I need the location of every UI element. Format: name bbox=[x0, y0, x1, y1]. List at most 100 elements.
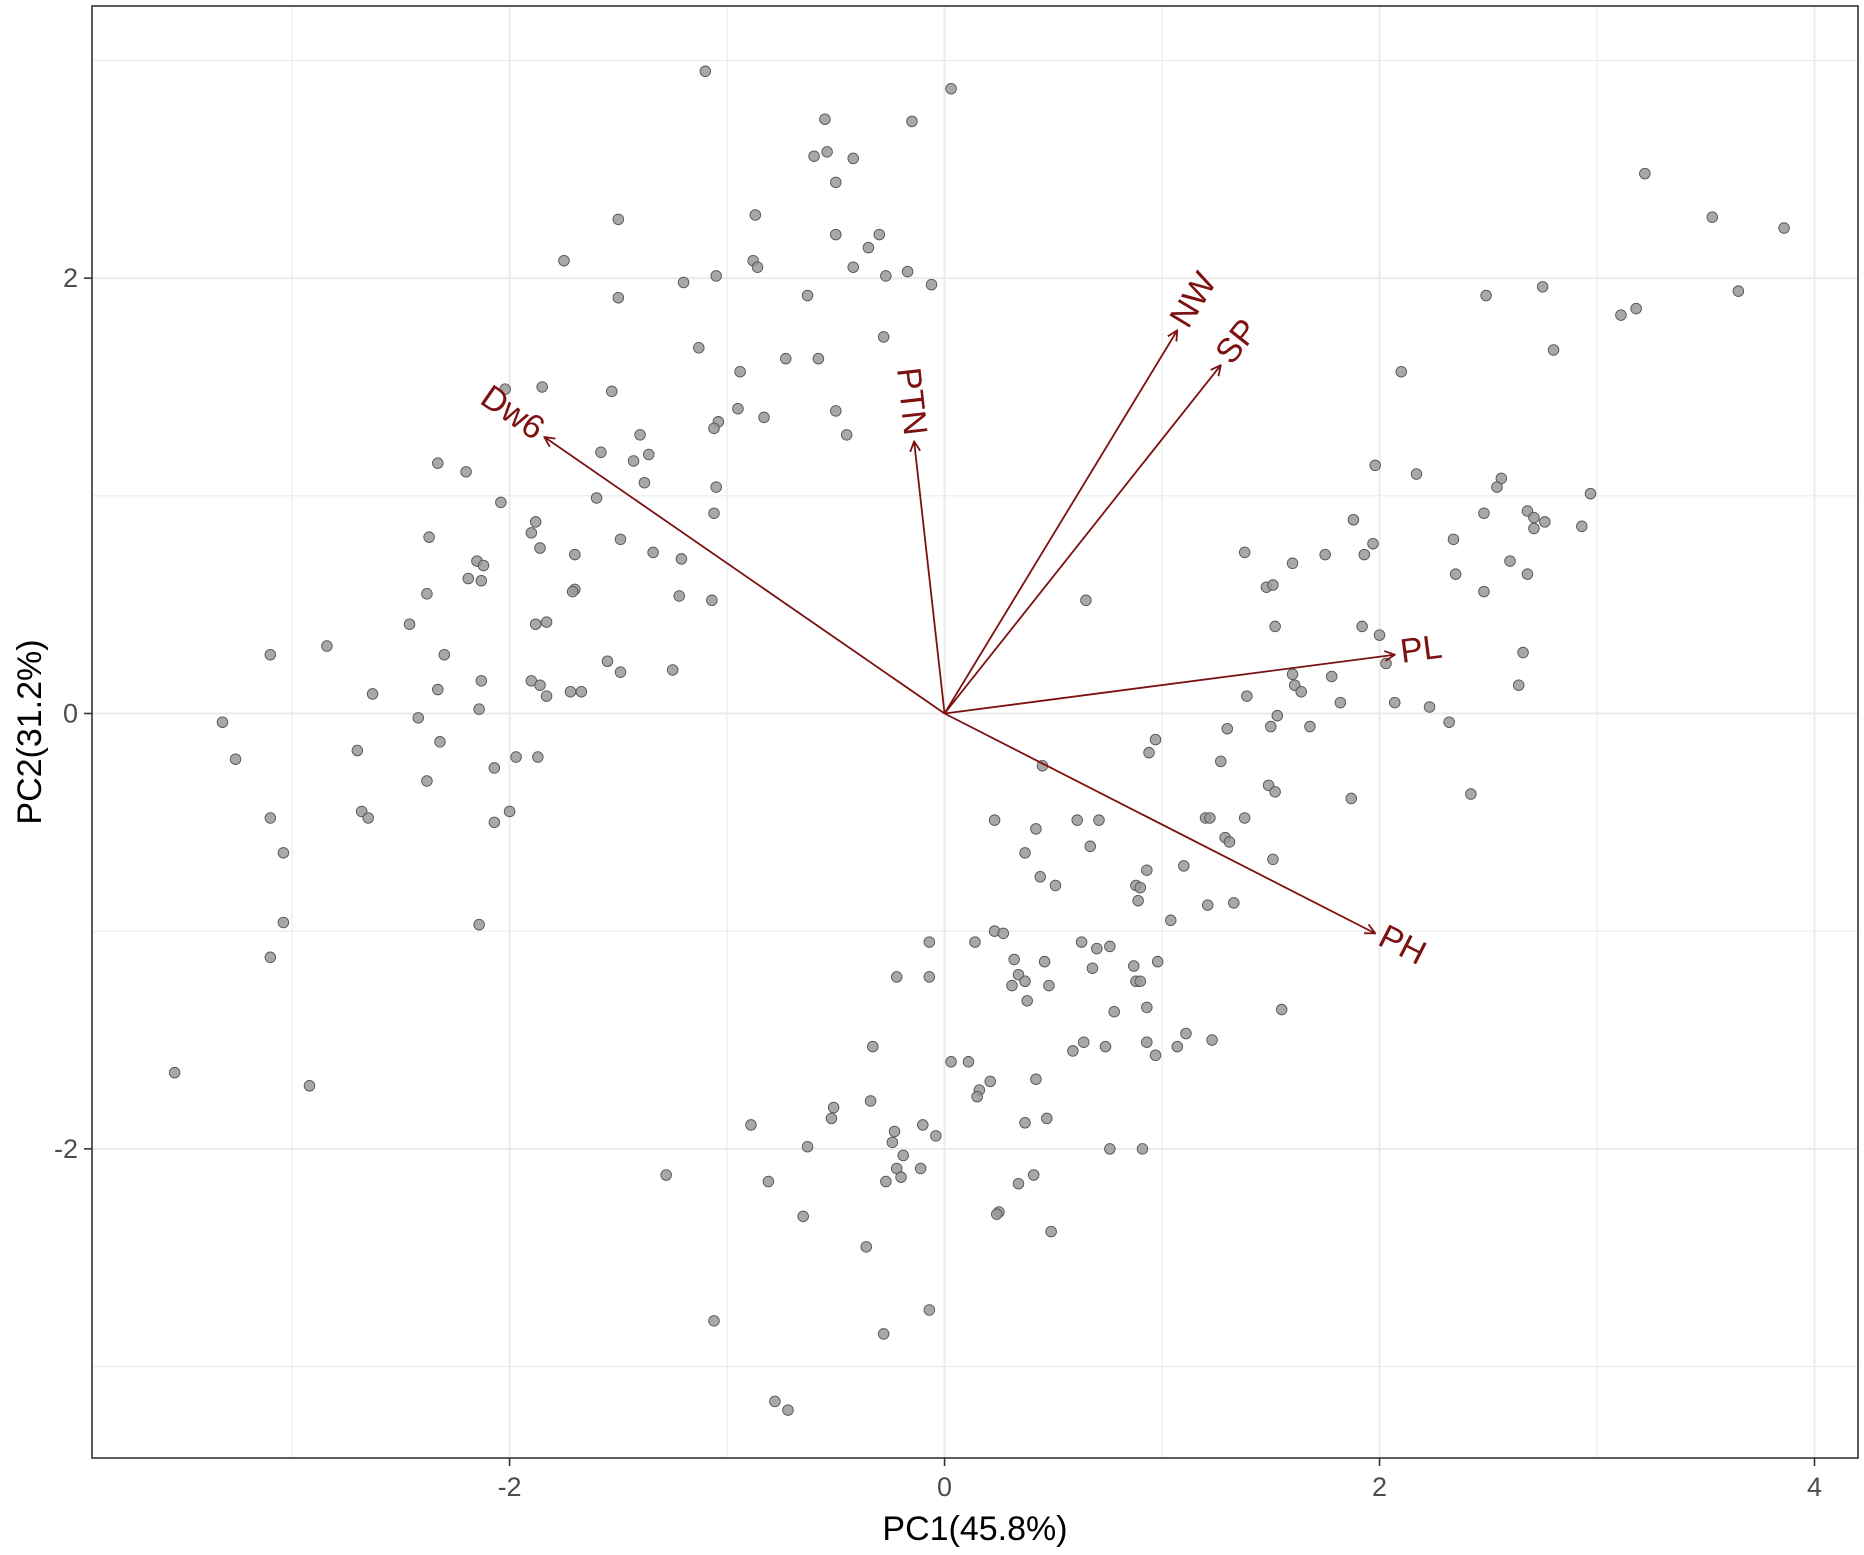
data-point bbox=[1141, 1036, 1153, 1048]
data-point bbox=[1334, 696, 1347, 709]
data-point bbox=[1286, 668, 1299, 681]
data-point bbox=[264, 812, 277, 824]
data-point bbox=[1465, 788, 1477, 800]
data-point bbox=[1358, 548, 1371, 561]
data-point bbox=[895, 1171, 907, 1183]
data-point bbox=[873, 228, 886, 241]
data-point bbox=[706, 594, 718, 607]
data-point bbox=[1041, 1112, 1053, 1125]
data-point bbox=[1528, 511, 1540, 524]
data-point bbox=[1512, 679, 1525, 691]
data-point bbox=[782, 1404, 794, 1416]
data-point bbox=[638, 476, 651, 489]
data-point bbox=[1275, 1003, 1288, 1016]
data-point bbox=[1480, 289, 1492, 302]
data-point bbox=[925, 278, 938, 291]
y-axis-title: PC2(31.2%) bbox=[11, 639, 49, 824]
y-tick-label: -2 bbox=[54, 1134, 78, 1164]
data-point bbox=[529, 516, 542, 528]
data-point bbox=[1019, 847, 1031, 859]
data-point bbox=[1178, 860, 1190, 872]
data-point bbox=[1012, 1177, 1025, 1190]
data-point bbox=[1136, 1143, 1149, 1155]
data-point bbox=[797, 1210, 809, 1223]
data-point bbox=[412, 712, 424, 724]
data-point bbox=[614, 533, 627, 546]
data-point bbox=[1732, 285, 1745, 297]
data-point bbox=[1021, 995, 1033, 1007]
data-point bbox=[558, 254, 570, 267]
data-point bbox=[801, 289, 814, 302]
data-point bbox=[945, 1056, 957, 1068]
data-point bbox=[1356, 620, 1368, 633]
data-point bbox=[877, 1328, 890, 1340]
data-point bbox=[1038, 955, 1051, 968]
data-point bbox=[745, 1119, 757, 1131]
data-point bbox=[432, 457, 444, 469]
data-point bbox=[1373, 629, 1386, 641]
data-point bbox=[734, 365, 746, 378]
data-point bbox=[673, 590, 685, 602]
data-point bbox=[930, 1130, 942, 1142]
data-point bbox=[612, 291, 625, 304]
data-point bbox=[1086, 962, 1099, 974]
data-point bbox=[923, 936, 936, 948]
data-point bbox=[880, 1175, 892, 1188]
data-point bbox=[647, 546, 659, 559]
data-point bbox=[566, 585, 579, 598]
data-point bbox=[499, 383, 511, 395]
data-point bbox=[847, 152, 859, 165]
data-point bbox=[1171, 1040, 1184, 1053]
data-point bbox=[923, 971, 936, 983]
data-point bbox=[1019, 1117, 1031, 1129]
data-point bbox=[277, 916, 290, 929]
data-point bbox=[460, 466, 472, 478]
data-point bbox=[1269, 620, 1281, 633]
data-point bbox=[1151, 955, 1164, 968]
data-point bbox=[1380, 657, 1392, 670]
data-point bbox=[812, 352, 825, 365]
loading-arrow-pl bbox=[944, 655, 1395, 715]
data-point bbox=[1345, 792, 1358, 805]
data-point bbox=[997, 927, 1010, 940]
vector-label: PH bbox=[1373, 917, 1432, 972]
data-point bbox=[914, 1162, 927, 1175]
data-point bbox=[901, 265, 914, 278]
data-point bbox=[1267, 579, 1279, 591]
data-point bbox=[423, 531, 435, 543]
data-point bbox=[303, 1079, 316, 1092]
data-point bbox=[710, 481, 722, 493]
data-point bbox=[888, 1125, 901, 1138]
data-point bbox=[1615, 309, 1627, 321]
data-point bbox=[1517, 646, 1529, 659]
data-point bbox=[643, 448, 655, 461]
data-point bbox=[1141, 864, 1153, 876]
data-point bbox=[1478, 585, 1490, 598]
y-tick-label: 2 bbox=[63, 263, 78, 293]
data-point bbox=[1504, 555, 1516, 567]
data-point bbox=[749, 209, 762, 221]
data-point bbox=[1084, 840, 1097, 853]
data-point bbox=[1265, 720, 1277, 733]
data-point bbox=[1576, 520, 1588, 533]
data-point bbox=[1149, 1049, 1162, 1062]
data-point bbox=[1091, 942, 1103, 955]
data-point bbox=[168, 1066, 181, 1079]
data-point bbox=[666, 664, 679, 676]
data-point bbox=[532, 751, 544, 763]
data-point bbox=[1093, 814, 1105, 826]
data-point bbox=[917, 1119, 929, 1131]
data-point bbox=[321, 640, 333, 652]
data-point bbox=[1099, 1040, 1112, 1053]
data-point bbox=[1006, 979, 1018, 992]
x-tick-label: 0 bbox=[937, 1472, 952, 1502]
data-point bbox=[503, 805, 516, 818]
data-point bbox=[1149, 733, 1162, 746]
data-point bbox=[780, 352, 792, 365]
data-point bbox=[1238, 812, 1251, 824]
data-point bbox=[1223, 836, 1236, 848]
grid-minor bbox=[92, 6, 1858, 1458]
data-point bbox=[1536, 281, 1549, 293]
data-point bbox=[1528, 522, 1540, 535]
data-point bbox=[1269, 786, 1281, 798]
